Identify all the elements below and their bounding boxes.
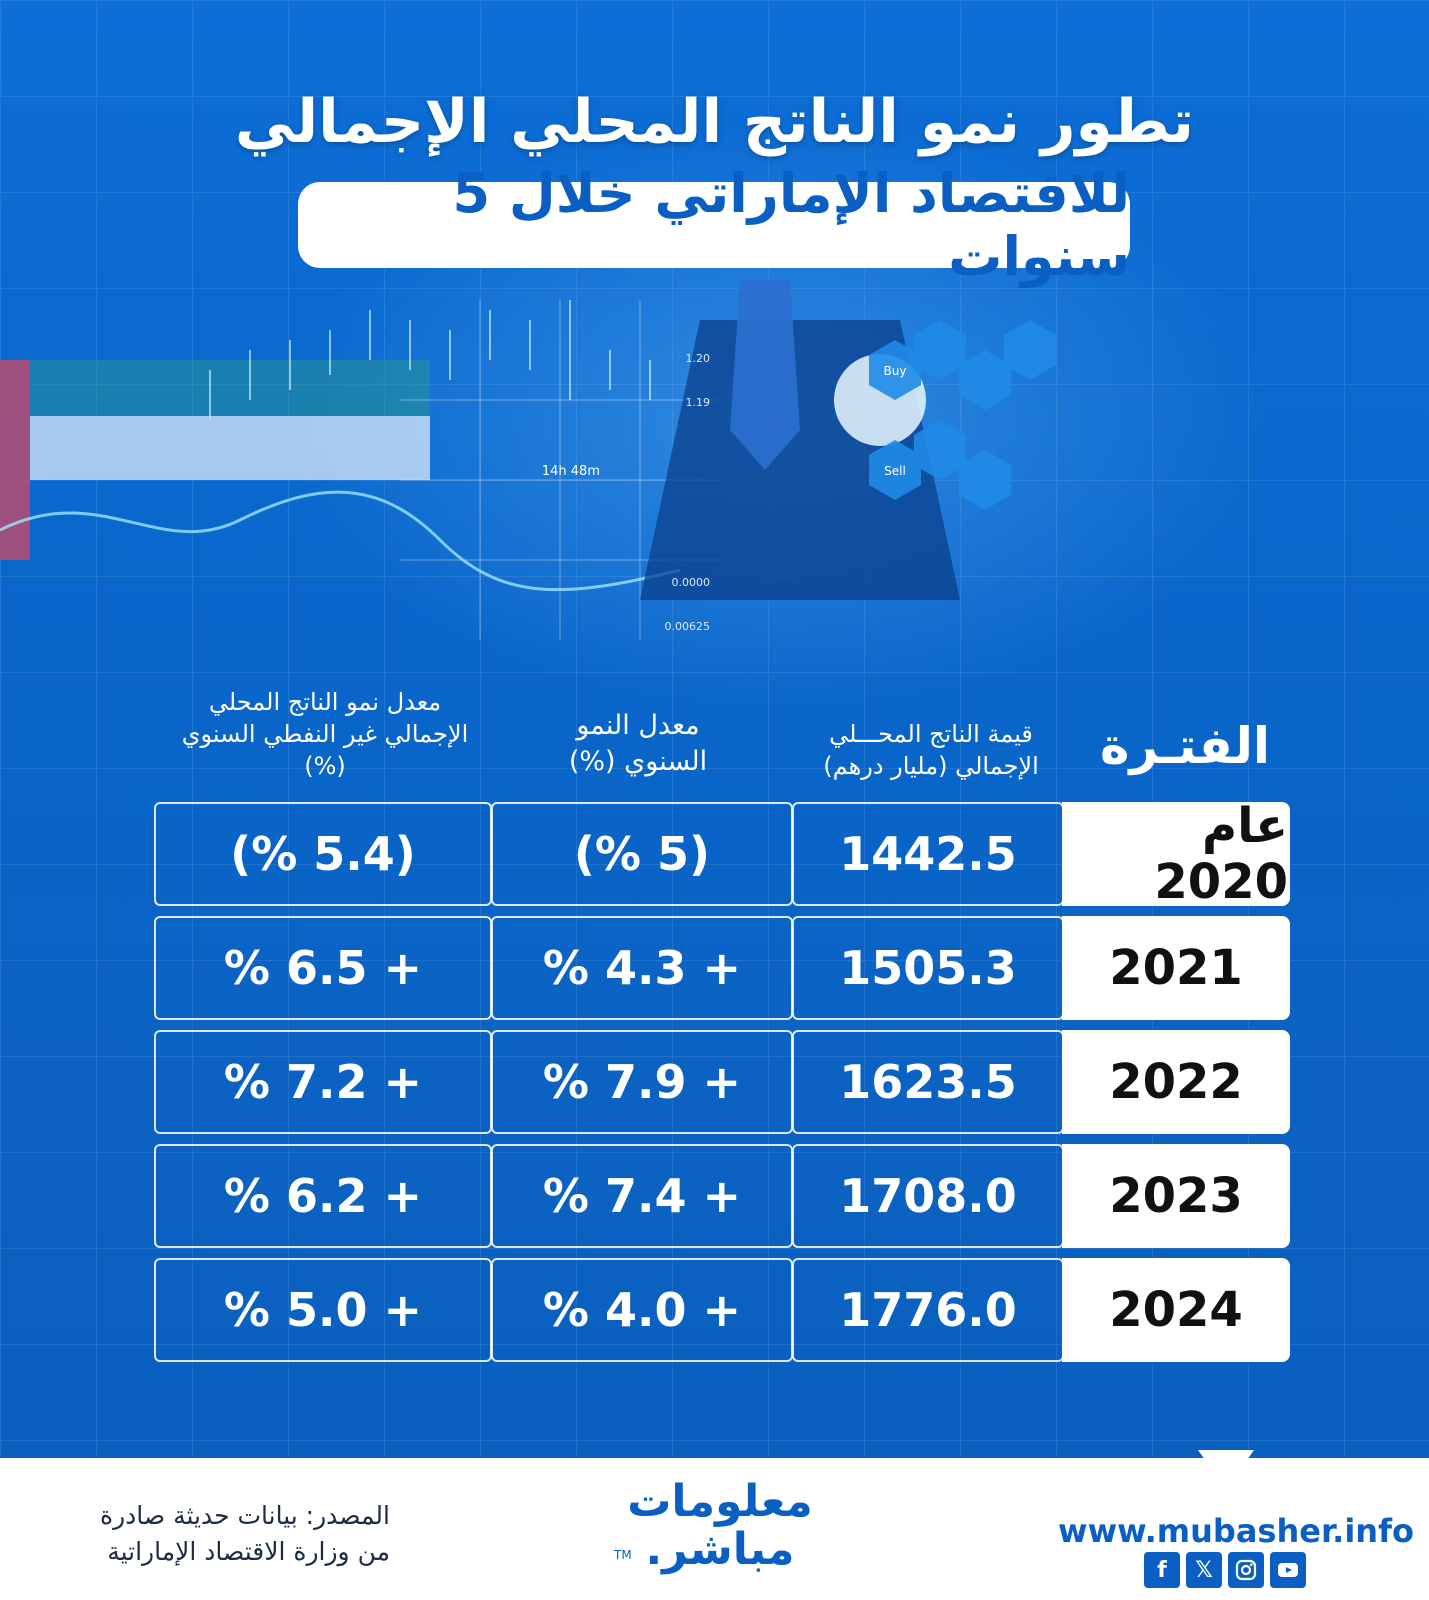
page-title: تطور نمو الناتج المحلي الإجمالي: [234, 87, 1195, 157]
cell-period: عام 2020: [1062, 798, 1290, 910]
facebook-icon[interactable]: f: [1144, 1552, 1180, 1588]
candlesticks: [209, 300, 651, 420]
page-subtitle: للاقتصاد الإماراتي خلال 5 سنوات: [452, 162, 1130, 288]
cell-gdp-value: 1623.5: [792, 1030, 1064, 1134]
cell-gdp-value: 1708.0: [792, 1144, 1064, 1248]
cell-annual-growth: (% 5): [491, 802, 793, 906]
logo-line-1: معلومات: [627, 1476, 813, 1527]
table-row: % 6.5 +% 4.3 +1505.3 2021: [154, 916, 1290, 1020]
trademark-mark: TM: [614, 1548, 632, 1562]
column-header-non-oil: معدل نمو الناتج المحلي الإجمالي غير النف…: [181, 688, 469, 780]
column-header-gdp: قيمة الناتج المحـــلي الإجمالي (مليار در…: [823, 720, 1039, 780]
source-line-1: المصدر: بيانات حديثة صادرة: [99, 1501, 390, 1530]
table-row: % 5.0 +% 4.0 +1776.0 2024: [154, 1258, 1290, 1362]
social-links: f 𝕏: [1144, 1552, 1306, 1588]
hero-label-sell: Sell: [884, 464, 906, 478]
tie: [730, 280, 800, 470]
source-note: المصدر: بيانات حديثة صادرة من وزارة الاق…: [30, 1498, 390, 1570]
column-header-growth: معدل النمو السنوي (%): [568, 710, 708, 777]
logo-line-2: مباشر.: [645, 1524, 795, 1575]
flag-green-band: [30, 360, 430, 416]
cell-period: 2022: [1062, 1030, 1290, 1134]
cell-annual-growth: % 7.4 +: [491, 1144, 793, 1248]
source-line-2: من وزارة الاقتصاد الإماراتية: [107, 1537, 390, 1566]
cell-period: 2021: [1062, 916, 1290, 1020]
column-header-period: الفتـرة: [1099, 717, 1271, 775]
chart-panel-grid: [400, 300, 720, 640]
table-row: % 6.2 +% 7.4 +1708.0 2023: [154, 1144, 1290, 1248]
hero-label-tick-3: 0.0000: [672, 576, 711, 589]
cell-gdp-value: 1505.3: [792, 916, 1064, 1020]
cell-annual-growth: % 7.9 +: [491, 1030, 793, 1134]
table-row: (% 5.4) (% 5) 1442.5 عام 2020: [154, 798, 1290, 910]
youtube-icon[interactable]: [1270, 1552, 1306, 1588]
hero-illustration: Buy Sell 14h 48m 1.20 1.19 0.0000 0.0062…: [0, 280, 1056, 640]
cell-non-oil-growth: % 7.2 +: [154, 1030, 492, 1134]
cell-non-oil-growth: % 6.5 +: [154, 916, 492, 1020]
hero-label-time: 14h 48m: [542, 464, 600, 479]
hero-label-tick-2: 1.19: [686, 396, 711, 409]
cell-non-oil-growth: % 6.2 +: [154, 1144, 492, 1248]
x-icon[interactable]: 𝕏: [1186, 1552, 1222, 1588]
hex-icons: [869, 320, 1056, 510]
wave-line: [0, 490, 681, 592]
flag-red-band: [0, 360, 30, 560]
cell-annual-growth: % 4.0 +: [491, 1258, 793, 1362]
cell-gdp-value: 1442.5: [792, 802, 1064, 906]
subtitle-box: للاقتصاد الإماراتي خلال 5 سنوات: [298, 162, 1130, 288]
hero-label-buy: Buy: [884, 364, 907, 378]
cell-gdp-value: 1776.0: [792, 1258, 1064, 1362]
flag-white-band: [30, 416, 430, 480]
mubasher-logo: معلومات مباشر.: [610, 1478, 830, 1574]
hero-label-tick-4: 0.00625: [665, 620, 711, 633]
cell-non-oil-growth: % 5.0 +: [154, 1258, 492, 1362]
instagram-icon[interactable]: [1228, 1552, 1264, 1588]
cell-annual-growth: % 4.3 +: [491, 916, 793, 1020]
cell-non-oil-growth: (% 5.4): [154, 802, 492, 906]
website-link[interactable]: www.mubasher.info: [1058, 1512, 1414, 1550]
hero-label-tick-1: 1.20: [686, 352, 711, 365]
table-row: % 7.2 +% 7.9 +1623.5 2022: [154, 1030, 1290, 1134]
cell-period: 2023: [1062, 1144, 1290, 1248]
cell-period: 2024: [1062, 1258, 1290, 1362]
